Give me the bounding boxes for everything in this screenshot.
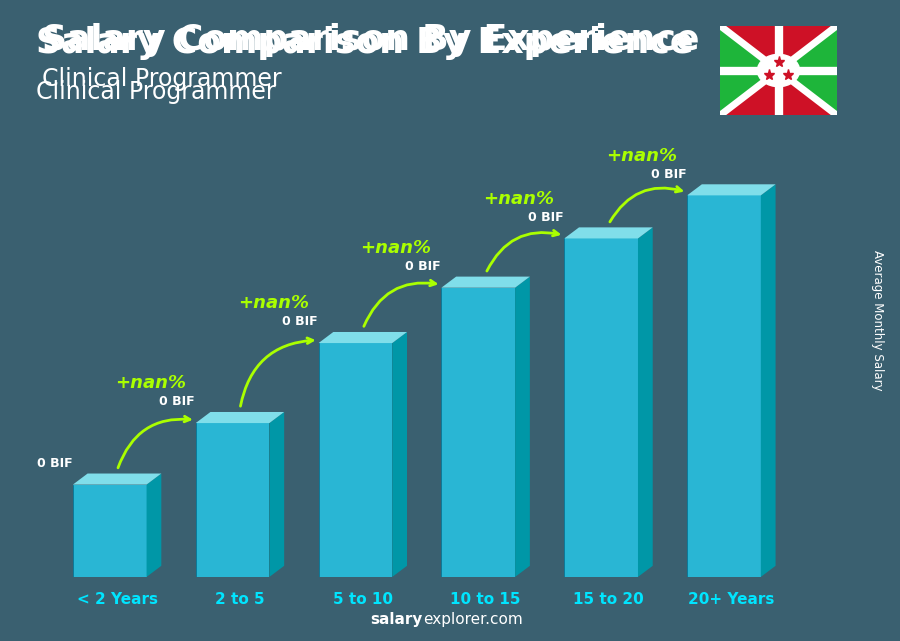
Polygon shape	[441, 277, 530, 288]
Bar	[195, 423, 269, 577]
Text: Average Monthly Salary: Average Monthly Salary	[871, 250, 884, 391]
Text: Salary Comparison By Experience: Salary Comparison By Experience	[36, 26, 693, 60]
Text: +nan%: +nan%	[361, 239, 431, 257]
Text: 0 BIF: 0 BIF	[405, 260, 441, 273]
Text: 0 BIF: 0 BIF	[283, 315, 318, 328]
Bar	[73, 485, 147, 577]
Text: 0 BIF: 0 BIF	[528, 211, 563, 224]
Text: 0 BIF: 0 BIF	[159, 395, 195, 408]
Polygon shape	[73, 474, 161, 485]
Text: +nan%: +nan%	[238, 294, 309, 312]
Polygon shape	[687, 185, 776, 196]
Polygon shape	[720, 71, 837, 115]
Text: 5 to 10: 5 to 10	[333, 592, 392, 607]
Text: salary: salary	[371, 612, 423, 627]
Text: +nan%: +nan%	[483, 190, 554, 208]
Bar	[319, 343, 392, 577]
Polygon shape	[147, 474, 161, 577]
Polygon shape	[392, 332, 407, 577]
Polygon shape	[638, 228, 652, 577]
Polygon shape	[195, 412, 284, 423]
Text: 2 to 5: 2 to 5	[215, 592, 265, 607]
Polygon shape	[778, 26, 837, 115]
Polygon shape	[269, 412, 284, 577]
Circle shape	[758, 54, 799, 87]
Text: 20+ Years: 20+ Years	[688, 592, 775, 607]
Text: < 2 Years: < 2 Years	[76, 592, 158, 607]
Text: Clinical Programmer: Clinical Programmer	[36, 80, 275, 104]
Bar	[564, 238, 638, 577]
Bar	[687, 196, 760, 577]
Polygon shape	[720, 26, 837, 71]
Polygon shape	[760, 185, 776, 577]
Text: 10 to 15: 10 to 15	[450, 592, 521, 607]
Polygon shape	[319, 332, 407, 343]
Polygon shape	[564, 228, 652, 238]
Text: 15 to 20: 15 to 20	[573, 592, 643, 607]
Text: explorer.com: explorer.com	[423, 612, 523, 627]
Text: 0 BIF: 0 BIF	[651, 167, 687, 181]
Polygon shape	[515, 277, 530, 577]
Text: Salary Comparison By Experience: Salary Comparison By Experience	[42, 23, 699, 57]
Text: +nan%: +nan%	[115, 374, 185, 392]
Bar	[441, 288, 515, 577]
Text: Clinical Programmer: Clinical Programmer	[42, 67, 282, 91]
Polygon shape	[720, 26, 778, 115]
Text: +nan%: +nan%	[607, 147, 677, 165]
Text: 0 BIF: 0 BIF	[37, 457, 72, 470]
